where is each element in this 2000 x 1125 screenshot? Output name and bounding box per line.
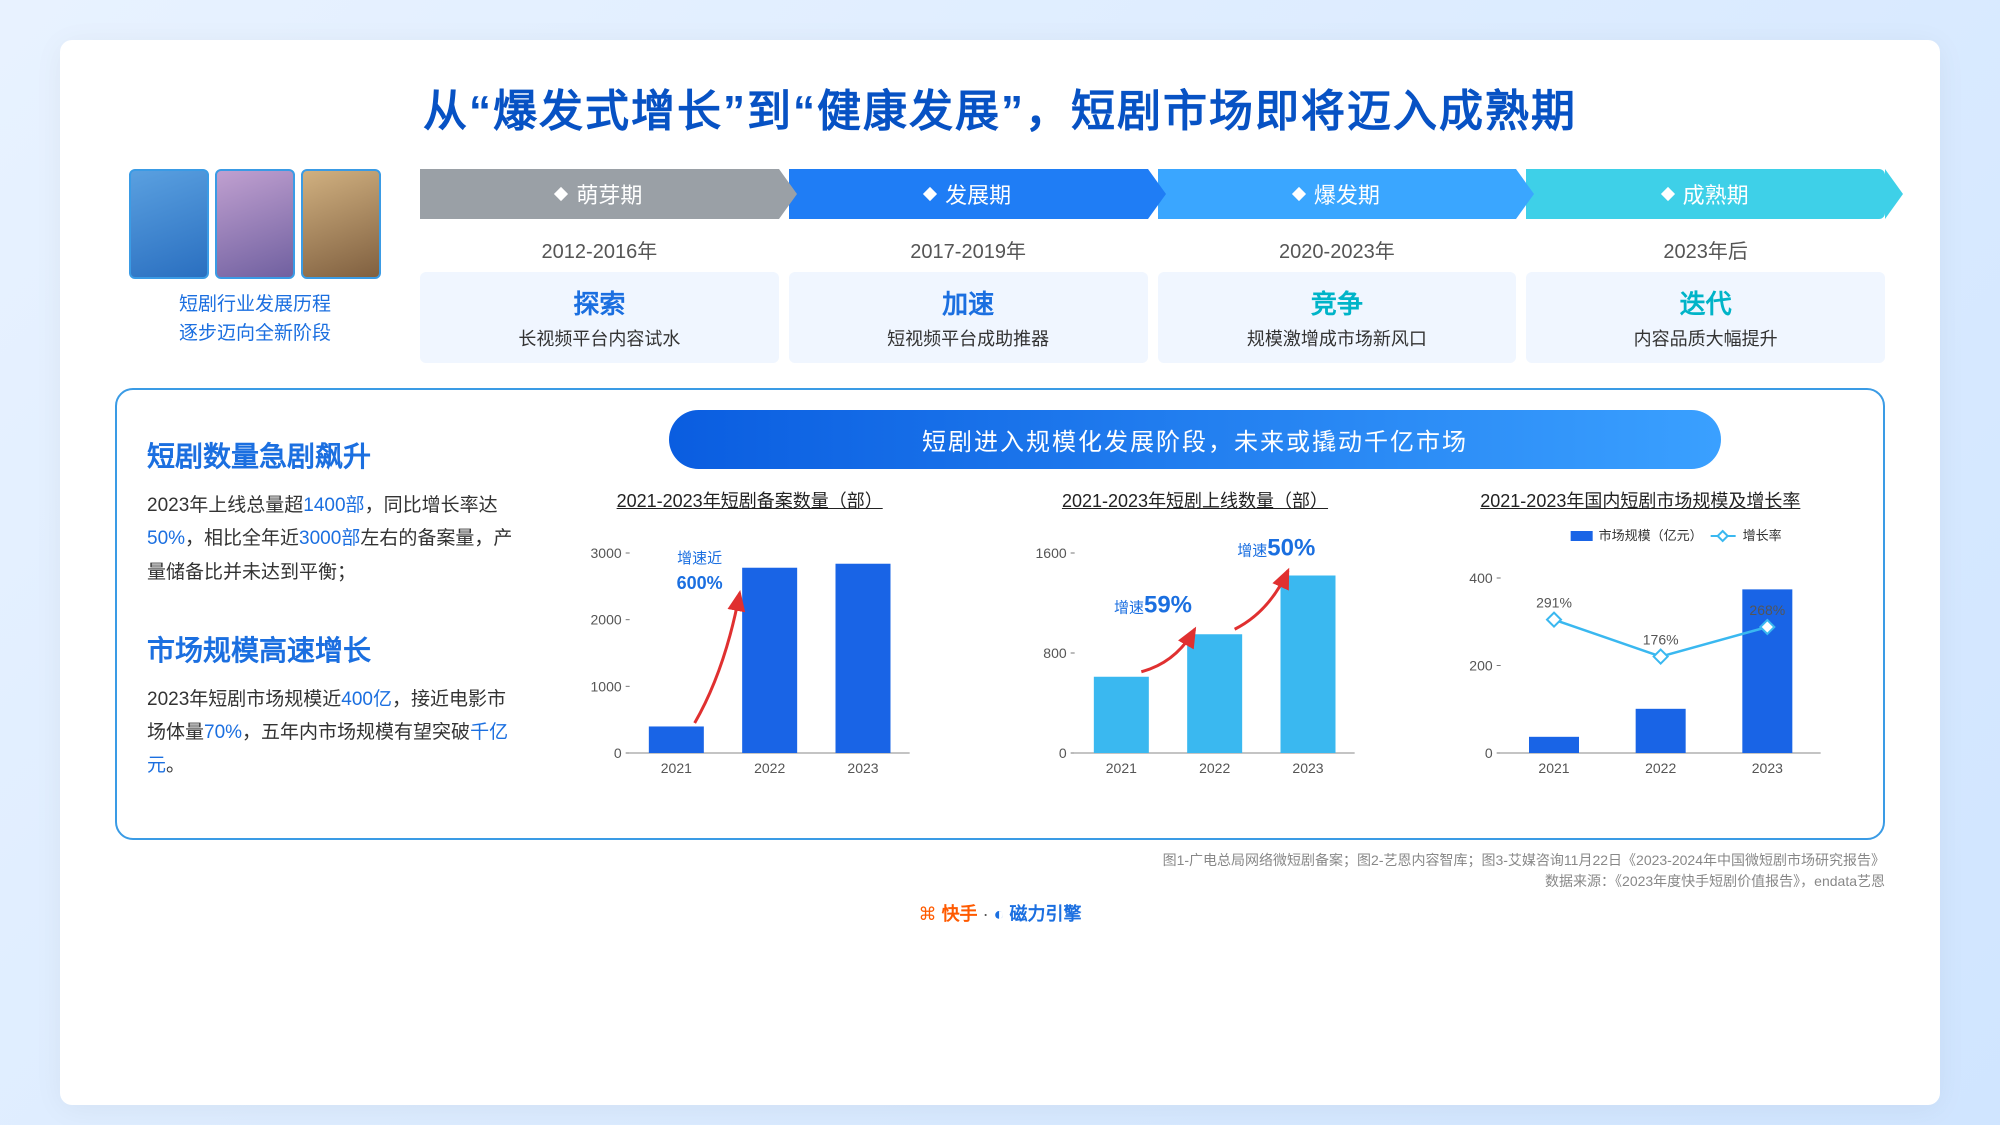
section-para-1: 2023年上线总量超1400部，同比增长率达50%，相比全年近3000部左右的备… — [147, 489, 517, 589]
charts-column: 短剧进入规模化发展阶段，未来或撬动千亿市场 2021-2023年短剧备案数量（部… — [537, 410, 1853, 823]
phase-desc-1: 加速短视频平台成助推器 — [789, 272, 1148, 363]
poster-thumb-1 — [129, 169, 209, 279]
thumbs-block: 短剧行业发展历程 逐步迈向全新阶段 — [115, 169, 395, 363]
svg-text:增速近: 增速近 — [677, 550, 722, 567]
top-row: 短剧行业发展历程 逐步迈向全新阶段 萌芽期发展期爆发期成熟期 2012-2016… — [115, 169, 1885, 363]
thumbs-caption-l1: 短剧行业发展历程 — [115, 291, 395, 320]
svg-text:0: 0 — [1059, 745, 1067, 761]
section-heading-2: 市场规模高速增长 — [147, 629, 517, 669]
chart-2-title: 2021-2023年短剧上线数量（部） — [982, 487, 1407, 513]
svg-text:市场规模（亿元）: 市场规模（亿元） — [1598, 528, 1702, 543]
svg-text:2022: 2022 — [754, 760, 785, 776]
svg-text:2021: 2021 — [661, 760, 692, 776]
slide-title: 从“爆发式增长”到“健康发展”，短剧市场即将迈入成熟期 — [115, 75, 1885, 139]
svg-text:0: 0 — [1485, 745, 1493, 761]
svg-text:2021: 2021 — [1538, 760, 1569, 776]
phase-2: 爆发期 — [1158, 169, 1517, 219]
phase-years-3: 2023年后 — [1526, 227, 1885, 272]
thumbs-caption-l2: 逐步迈向全新阶段 — [115, 320, 395, 349]
chart-1-title: 2021-2023年短剧备案数量（部） — [537, 487, 962, 513]
svg-text:2022: 2022 — [1645, 760, 1676, 776]
timeline: 萌芽期发展期爆发期成熟期 2012-2016年2017-2019年2020-20… — [420, 169, 1885, 363]
svg-text:2000: 2000 — [591, 612, 622, 628]
logo-row: ⌘ 快手 · ◐ 磁力引擎 — [115, 900, 1885, 926]
pill-headline: 短剧进入规模化发展阶段，未来或撬动千亿市场 — [669, 410, 1722, 469]
phase-1: 发展期 — [789, 169, 1148, 219]
section-heading-1: 短剧数量急剧飙升 — [147, 435, 517, 475]
poster-thumb-2 — [215, 169, 295, 279]
phase-desc-3: 迭代内容品质大幅提升 — [1526, 272, 1885, 363]
chart-2: 2021-2023年短剧上线数量（部） 0 800 1600 2021 2022 2023… — [982, 487, 1407, 783]
svg-text:增速50%: 增速50% — [1238, 535, 1316, 562]
svg-text:291%: 291% — [1536, 595, 1572, 611]
svg-text:0: 0 — [614, 745, 622, 761]
svg-text:2021: 2021 — [1106, 760, 1137, 776]
svg-text:2022: 2022 — [1199, 760, 1230, 776]
chart-3-title: 2021-2023年国内短剧市场规模及增长率 — [1428, 487, 1853, 513]
phase-desc-2: 竞争规模激增成市场新风口 — [1158, 272, 1517, 363]
phase-years-1: 2017-2019年 — [789, 227, 1148, 272]
phase-0: 萌芽期 — [420, 169, 779, 219]
main-panel: 短剧数量急剧飙升 2023年上线总量超1400部，同比增长率达50%，相比全年近… — [115, 388, 1885, 840]
svg-text:600%: 600% — [677, 573, 723, 593]
svg-text:2023: 2023 — [1293, 760, 1324, 776]
svg-text:增长率: 增长率 — [1742, 528, 1781, 543]
phase-desc-0: 探索长视频平台内容试水 — [420, 272, 779, 363]
svg-text:800: 800 — [1044, 645, 1068, 661]
svg-text:3000: 3000 — [591, 545, 622, 561]
svg-text:268%: 268% — [1749, 602, 1785, 618]
svg-text:200: 200 — [1469, 658, 1493, 674]
section-para-2: 2023年短剧市场规模近400亿，接近电影市场体量70%，五年内市场规模有望突破… — [147, 683, 517, 783]
phase-years-0: 2012-2016年 — [420, 227, 779, 272]
chart-3: 2021-2023年国内短剧市场规模及增长率 市场规模（亿元） 增长率 0 200 4… — [1428, 487, 1853, 783]
left-column: 短剧数量急剧飙升 2023年上线总量超1400部，同比增长率达50%，相比全年近… — [147, 410, 517, 823]
svg-text:增速59%: 增速59% — [1114, 591, 1192, 618]
svg-text:2023: 2023 — [847, 760, 878, 776]
phase-3: 成熟期 — [1526, 169, 1885, 219]
svg-text:1000: 1000 — [591, 678, 622, 694]
svg-text:1600: 1600 — [1036, 545, 1067, 561]
svg-text:176%: 176% — [1642, 632, 1678, 648]
svg-text:2023: 2023 — [1751, 760, 1782, 776]
poster-thumb-3 — [301, 169, 381, 279]
svg-text:400: 400 — [1469, 570, 1493, 586]
chart-1: 2021-2023年短剧备案数量（部） 0 1000 2000 3000 2021 202… — [537, 487, 962, 783]
phase-years-2: 2020-2023年 — [1158, 227, 1517, 272]
footnote: 图1-广电总局网络微短剧备案；图2-艺恩内容智库；图3-艾媒咨询11月22日《2… — [115, 850, 1885, 892]
